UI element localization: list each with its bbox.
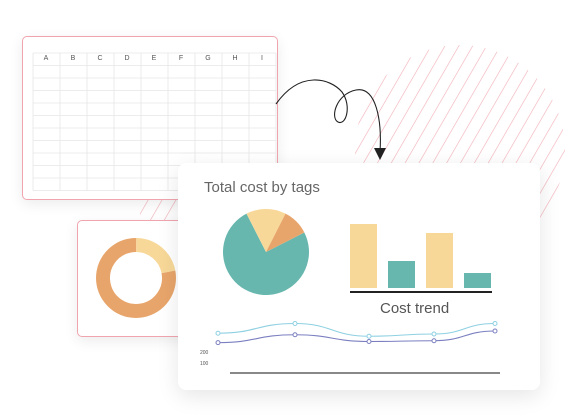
bar-1 <box>388 261 415 288</box>
bar-2 <box>426 233 453 288</box>
column-header-d: D <box>124 55 130 62</box>
donut-chart-card <box>77 220 196 337</box>
line-series-0 <box>217 322 496 337</box>
arrowhead-icon <box>374 148 386 160</box>
line-point-1-0 <box>215 340 221 346</box>
line-point-1-4 <box>492 328 498 334</box>
pie-chart <box>223 209 309 295</box>
line-point-1-3 <box>431 338 437 344</box>
line-point-1-2 <box>366 339 372 344</box>
line-point-0-0 <box>215 330 221 336</box>
line-axis-label-100: 100 <box>200 361 209 367</box>
column-header-h: H <box>232 55 238 62</box>
cost-dashboard-card: Total cost by tags Cost trend 200 100 <box>178 163 540 390</box>
line-point-0-1 <box>292 321 298 326</box>
bar-0 <box>350 224 377 288</box>
column-header-f: F <box>178 55 184 62</box>
card-title: Total cost by tags <box>204 179 320 196</box>
bar-3 <box>464 273 491 288</box>
column-header-a: A <box>43 55 49 62</box>
line-point-1-1 <box>292 332 298 338</box>
line-point-0-3 <box>431 331 437 337</box>
line-point-0-2 <box>366 333 372 339</box>
cost-trend-label: Cost trend <box>380 300 450 317</box>
column-header-i: I <box>261 55 263 62</box>
donut-chart <box>96 238 176 318</box>
pie-slice-1 <box>246 209 286 252</box>
column-header-b: B <box>70 55 76 62</box>
column-header-e: E <box>151 55 157 62</box>
line-chart <box>215 321 500 374</box>
spreadsheet-card: A B C D E F G H I <box>22 36 278 200</box>
column-header-c: C <box>97 55 103 62</box>
donut-segment-1 <box>96 238 176 318</box>
bar-chart <box>350 224 492 293</box>
line-series-1 <box>217 330 496 344</box>
column-header-g: G <box>205 55 211 62</box>
line-axis-label-200: 200 <box>200 350 209 356</box>
pie-slice-2 <box>266 213 305 252</box>
pie-slice-0 <box>223 213 309 295</box>
line-point-0-4 <box>492 321 498 326</box>
